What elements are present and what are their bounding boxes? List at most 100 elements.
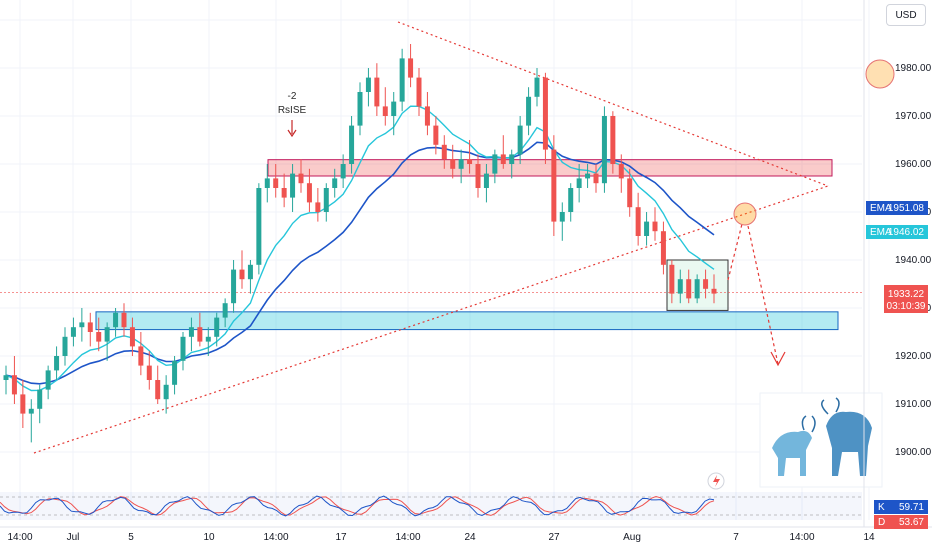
descending-trendline [397,21,829,187]
candle-body [534,77,540,97]
candle-body [467,159,473,164]
candle-body [163,384,169,400]
candle-body [635,207,641,236]
time-tick-label: 14:00 [789,532,814,543]
candle-body [601,116,607,184]
candle-body [593,173,599,184]
candle-body [54,356,60,371]
price-zones [0,159,862,331]
lightning-icon [713,475,720,487]
candle-body [424,106,430,126]
candle-countdown: 03:10:39 [887,301,926,312]
stoch-background [0,492,862,520]
candle-body [45,370,51,390]
stoch-k-value: 59.71 [899,502,924,513]
rsi-arrow-head [287,129,297,138]
time-tick-label: 7 [733,532,739,543]
stoch-k-name: K [878,502,885,513]
candle-body [475,164,481,188]
candle-body [155,380,161,400]
time-tick-label: Jul [67,532,80,543]
stoch-d-line [0,495,715,516]
currency-button[interactable]: USD [886,4,926,26]
candle-body [399,58,405,102]
candle-body [222,303,228,318]
candle-body [62,336,68,356]
trend-lines [33,21,829,454]
stoch-d-tag-bg [874,515,928,529]
price-tick-label: 1900.00 [895,447,932,458]
annotations: -2 RsISE [278,91,725,490]
candle-body [231,269,237,304]
ema-slow-tag-value: 1951.08 [888,203,925,214]
candle-body [644,221,650,236]
forecast-line-up [727,223,743,281]
candle-body [365,77,371,92]
candle-body [87,322,93,332]
candle-body [188,327,194,337]
time-tick-label: 17 [335,532,347,543]
candle-body [180,336,186,361]
price-tick-label: 1970.00 [895,111,932,122]
candle-body [28,408,34,414]
candle-body [576,178,582,188]
candle-body [323,188,329,212]
candle-body [96,332,102,342]
price-tick-label: 1920.00 [895,351,932,362]
candle-body [441,144,447,160]
candle-body [239,269,245,280]
candle-body [433,125,439,145]
candle-body [172,360,178,385]
price-tick-label: 1940.00 [895,255,932,266]
candle-body [517,125,523,155]
candle-body [492,154,498,174]
time-tick-label: 14:00 [7,532,32,543]
candle-body [500,154,506,164]
candle-body [121,312,127,328]
stoch-d-name: D [878,517,885,528]
price-tick-label: 1910.00 [895,399,932,410]
time-tick-label: 14:00 [263,532,288,543]
candle-body [660,231,666,265]
candle-body [458,159,464,169]
rsi-annotation-bottom: RsISE [278,105,307,116]
stoch-k-tag-bg [874,500,928,514]
candle-body [11,375,17,395]
rsi-annotation-top: -2 [288,91,297,102]
forecast-line-down [747,225,779,365]
candle-body [627,178,633,208]
candle-body [70,327,76,337]
candle-body [408,58,414,78]
ema-slow-tag-name: EMA [870,203,892,214]
time-tick-label: 27 [548,532,560,543]
candle-body [542,77,548,150]
candle-body [610,116,616,164]
candle-body [551,149,557,222]
candle-body [677,279,683,294]
candle-body [197,327,203,342]
candle-body [138,346,144,366]
candle-body [526,96,532,126]
candlestick-series [3,44,717,443]
candle-body [247,264,253,280]
forecast-drawing [727,59,895,367]
candle-body [652,221,658,232]
bull-left [772,430,812,476]
candle-body [559,212,565,222]
ema-fast-tag-value: 1946.02 [888,227,925,238]
forecast-arrow-head [770,351,786,367]
candle-body [20,394,26,414]
candle-body [3,375,9,380]
highlight-circle [865,59,895,89]
current-price-value: 1933.22 [888,289,925,300]
ema-fast-line [5,105,715,392]
target-circle [733,202,757,226]
candle-body [374,77,380,107]
candle-body [214,317,220,337]
candle-body [483,173,489,188]
grid [0,0,870,520]
candle-body [694,279,700,299]
time-tick-label: Aug [623,532,641,543]
